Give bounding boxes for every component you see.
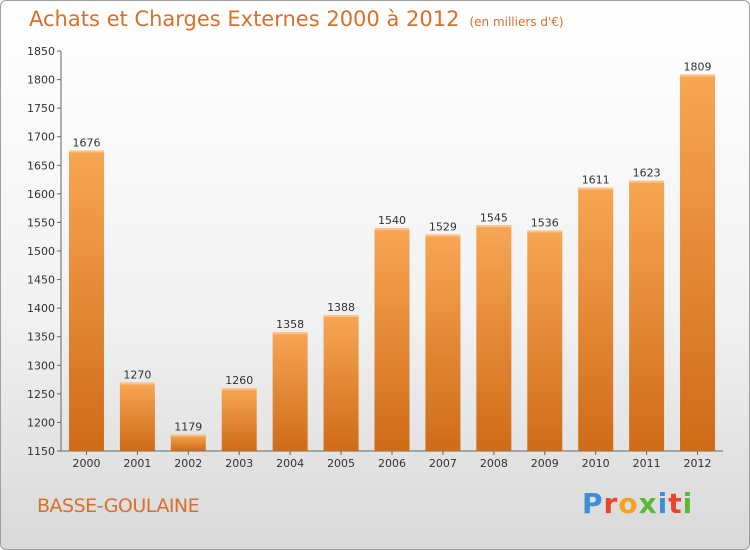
y-tick-label: 1800 bbox=[27, 74, 55, 87]
y-tick-label: 1350 bbox=[27, 331, 55, 344]
x-tick-label-2003: 2003 bbox=[225, 457, 253, 470]
value-labels: 1676 1270 1179 1260 1358 1388 1540 1529 1545 1536… bbox=[72, 60, 711, 433]
brand-letter: P bbox=[582, 487, 604, 520]
bar-2004[interactable] bbox=[272, 332, 308, 451]
bar-2007[interactable] bbox=[425, 234, 461, 451]
y-tick-label: 1550 bbox=[27, 216, 55, 229]
bar-highlight-2009 bbox=[527, 230, 563, 233]
bar-2006[interactable] bbox=[374, 228, 410, 451]
value-label-2002: 1179 bbox=[174, 420, 202, 433]
value-label-2009: 1536 bbox=[531, 216, 559, 229]
value-label-2001: 1270 bbox=[123, 368, 151, 381]
y-tick-label: 1150 bbox=[27, 445, 55, 458]
y-tick-label: 1500 bbox=[27, 245, 55, 258]
x-tick-label-2008: 2008 bbox=[480, 457, 508, 470]
y-tick-label: 1400 bbox=[27, 302, 55, 315]
value-label-2006: 1540 bbox=[378, 214, 406, 227]
chart-title-text: Achats et Charges Externes 2000 à 2012 bbox=[29, 7, 460, 31]
x-tick-label-2000: 2000 bbox=[72, 457, 100, 470]
bar-highlight-2008 bbox=[476, 225, 512, 228]
bar-highlight-2001 bbox=[119, 382, 155, 385]
town-name: BASSE-GOULAINE bbox=[37, 495, 200, 517]
value-label-2000: 1676 bbox=[72, 136, 100, 149]
y-tick-label: 1750 bbox=[27, 102, 55, 115]
y-tick-label: 1650 bbox=[27, 159, 55, 172]
brand-letter: x bbox=[638, 487, 658, 520]
chart-title: Achats et Charges Externes 2000 à 2012 (e… bbox=[29, 7, 564, 31]
x-tick-label-2010: 2010 bbox=[582, 457, 610, 470]
proxiti-logo[interactable]: Proxiti bbox=[582, 487, 693, 520]
bar-2005[interactable] bbox=[323, 315, 359, 451]
value-label-2004: 1358 bbox=[276, 318, 304, 331]
value-label-2005: 1388 bbox=[327, 301, 355, 314]
value-label-2012: 1809 bbox=[684, 60, 712, 73]
bar-2010[interactable] bbox=[578, 187, 614, 452]
bar-highlight-2006 bbox=[374, 228, 410, 231]
brand-letter: i bbox=[682, 487, 694, 520]
y-tick-label: 1300 bbox=[27, 359, 55, 372]
bar-highlight-2000 bbox=[68, 150, 104, 153]
x-tick-label-2005: 2005 bbox=[327, 457, 355, 470]
bar-2012[interactable] bbox=[680, 74, 716, 451]
chart-unit: (en milliers d'€) bbox=[469, 15, 564, 29]
x-tick-label-2007: 2007 bbox=[429, 457, 457, 470]
bar-highlight-2002 bbox=[170, 434, 206, 437]
y-tick-label: 1200 bbox=[27, 416, 55, 429]
bar-highlight-2003 bbox=[221, 388, 257, 391]
bar-highlight-2004 bbox=[272, 332, 308, 335]
y-tick-label: 1450 bbox=[27, 274, 55, 287]
bar-highlight-2005 bbox=[323, 315, 359, 317]
bar-2009[interactable] bbox=[527, 230, 563, 451]
bar-2011[interactable] bbox=[629, 180, 665, 451]
value-label-2011: 1623 bbox=[633, 167, 661, 180]
bar-highlight-2011 bbox=[629, 180, 665, 183]
x-tick-label-2006: 2006 bbox=[378, 457, 406, 470]
x-tick-label-2004: 2004 bbox=[276, 457, 304, 470]
brand-letter: r bbox=[603, 487, 619, 520]
bar-2000[interactable] bbox=[68, 150, 104, 451]
x-tick-label-2012: 2012 bbox=[684, 457, 712, 470]
bar-highlight-2010 bbox=[578, 187, 614, 190]
x-tick-label-2009: 2009 bbox=[531, 457, 559, 470]
brand-letter: o bbox=[618, 487, 639, 520]
x-tick-label-2002: 2002 bbox=[174, 457, 202, 470]
bar-2002[interactable] bbox=[170, 434, 206, 451]
value-label-2008: 1545 bbox=[480, 211, 508, 224]
x-tick-label-2001: 2001 bbox=[123, 457, 151, 470]
bar-2003[interactable] bbox=[221, 388, 257, 451]
x-tick-label-2011: 2011 bbox=[633, 457, 661, 470]
brand-letter: t bbox=[668, 487, 683, 520]
bar-highlight-2012 bbox=[680, 74, 716, 77]
bar-2008[interactable] bbox=[476, 225, 512, 451]
value-label-2010: 1611 bbox=[582, 174, 610, 187]
value-label-2007: 1529 bbox=[429, 220, 457, 233]
y-tick-label: 1250 bbox=[27, 388, 55, 401]
bar-2001[interactable] bbox=[119, 382, 155, 451]
brand-letter: i bbox=[657, 487, 669, 520]
y-tick-label: 1700 bbox=[27, 131, 55, 144]
bars bbox=[68, 74, 716, 452]
y-tick-label: 1600 bbox=[27, 188, 55, 201]
axes: 1150 1200 1250 1300 1350 1400 1450 1500 1550 1600… bbox=[27, 45, 723, 470]
bar-highlight-2007 bbox=[425, 234, 461, 237]
value-label-2003: 1260 bbox=[225, 374, 253, 387]
y-tick-label: 1850 bbox=[27, 45, 55, 58]
